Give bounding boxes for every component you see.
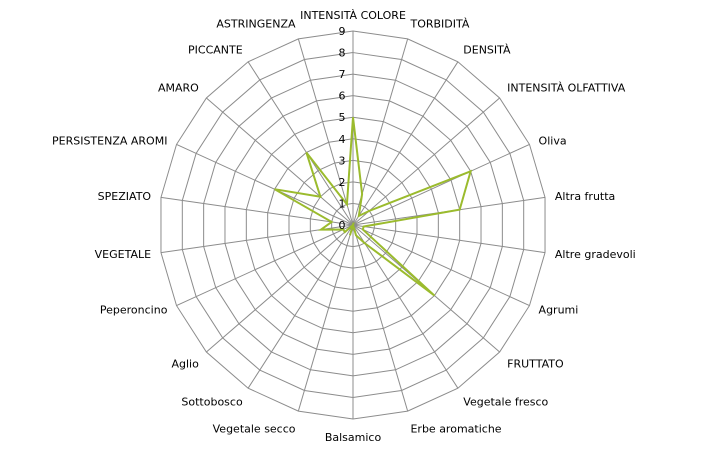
axis-label-12: Vegetale secco: [213, 423, 296, 436]
axis-label-10: Erbe aromatiche: [410, 423, 501, 436]
spoke-3: [352, 97, 500, 226]
tick-label-6: 6: [339, 90, 346, 103]
spoke-13: [247, 224, 354, 389]
spoke-19: [206, 97, 354, 226]
axis-label-20: PICCANTE: [188, 43, 243, 56]
axis-label-13: Sottobosco: [181, 396, 243, 409]
spoke-4: [352, 143, 530, 226]
tick-label-8: 8: [339, 47, 346, 60]
spoke-17: [160, 196, 354, 226]
axis-label-14: Aglio: [171, 358, 199, 371]
axis-label-19: AMARO: [158, 81, 199, 94]
axis-label-5: Altra frutta: [555, 190, 615, 203]
axis-label-0: INTENSITÀ COLORE: [300, 9, 406, 22]
axis-label-21: ASTRINGENZA: [216, 17, 296, 30]
axis-label-17: SPEZIATO: [98, 190, 152, 203]
axis-label-18: PERSISTENZA AROMI: [52, 134, 167, 147]
tick-label-2: 2: [339, 176, 346, 189]
tick-label-7: 7: [339, 68, 346, 81]
spoke-18: [176, 143, 354, 226]
spoke-6: [352, 224, 546, 254]
spoke-14: [206, 224, 354, 353]
series-line-0: [274, 117, 473, 297]
tick-label-4: 4: [339, 133, 346, 146]
spoke-12: [297, 224, 354, 412]
axis-label-15: Peperoncino: [100, 304, 168, 317]
axis-label-9: Vegetale fresco: [463, 396, 548, 409]
spoke-7: [352, 224, 530, 307]
spoke-10: [352, 224, 409, 412]
tick-label-0: 0: [339, 219, 346, 232]
tick-label-layer: 0 1 2 3 4 5 6 7 8 9: [339, 25, 346, 232]
series-layer: [274, 117, 473, 297]
tick-label-9: 9: [339, 25, 346, 38]
tick-label-5: 5: [339, 111, 346, 124]
axis-label-2: DENSITÀ: [463, 43, 511, 56]
axis-label-11: Balsamico: [325, 431, 382, 444]
axis-label-8: FRUTTATO: [507, 358, 564, 371]
axis-label-7: Agrumi: [539, 304, 579, 317]
axis-label-4: Oliva: [539, 134, 567, 147]
axis-label-3: INTENSITÀ OLFATTIVA: [507, 81, 626, 94]
axis-label-1: TORBIDITÀ: [409, 17, 469, 30]
spoke-9: [352, 224, 459, 389]
spoke-20: [247, 61, 354, 226]
spoke-2: [352, 61, 459, 226]
tick-label-1: 1: [339, 197, 346, 210]
spoke-21: [297, 38, 354, 226]
tick-label-3: 3: [339, 154, 346, 167]
axis-label-16: VEGETALE: [95, 248, 151, 261]
spoke-15: [176, 224, 354, 307]
axis-label-6: Altre gradevoli: [555, 248, 636, 261]
